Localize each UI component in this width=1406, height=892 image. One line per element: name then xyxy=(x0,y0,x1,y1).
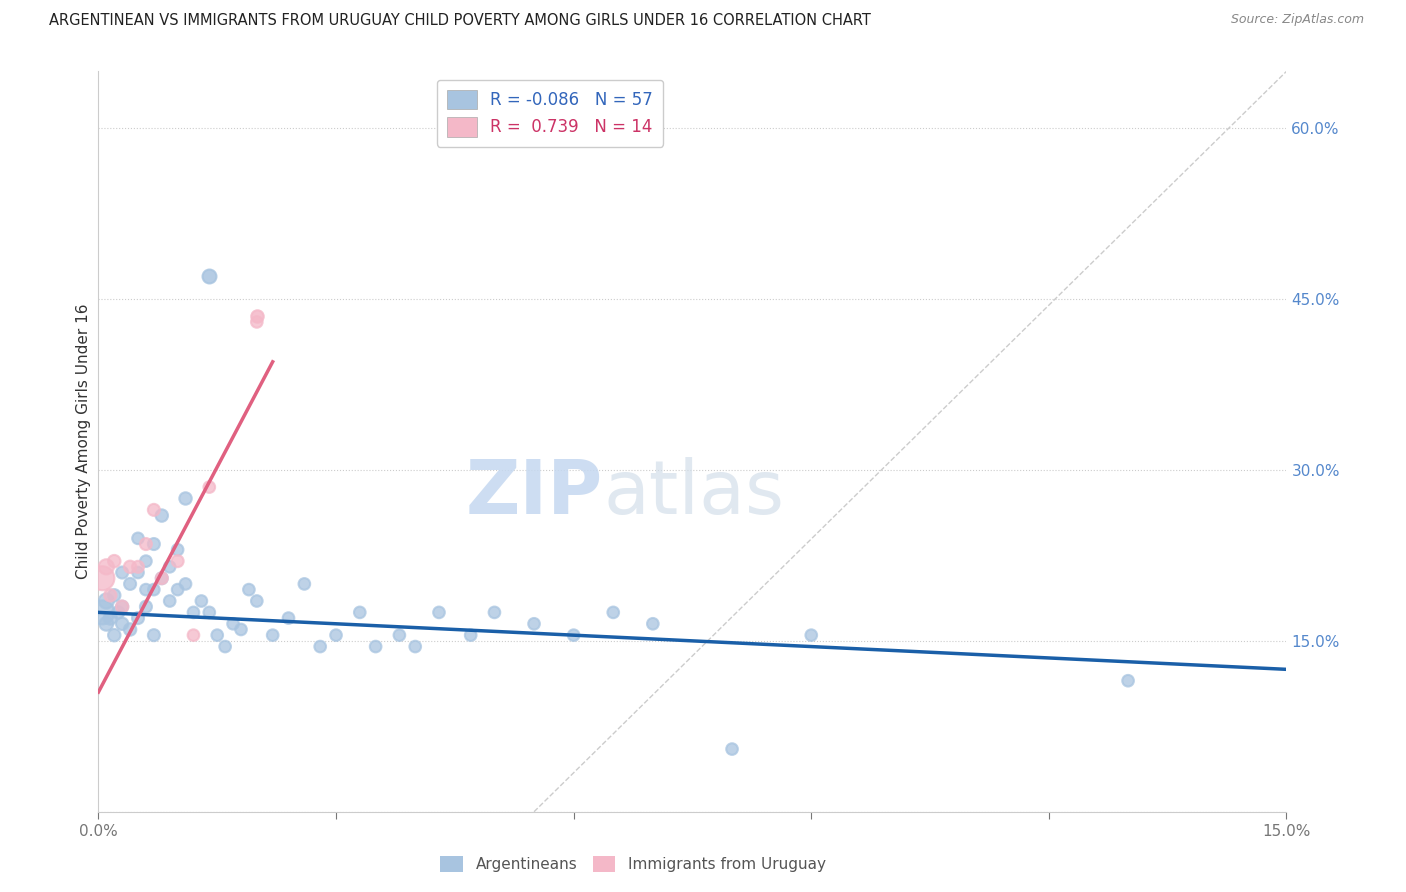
Point xyxy=(174,577,197,591)
Point xyxy=(142,582,165,597)
Point xyxy=(111,599,134,614)
Point xyxy=(127,559,149,574)
Point xyxy=(127,532,149,546)
Point xyxy=(214,640,236,654)
Point xyxy=(150,571,173,585)
Point xyxy=(198,269,221,284)
Point xyxy=(1116,673,1139,688)
Legend: Argentineans, Immigrants from Uruguay: Argentineans, Immigrants from Uruguay xyxy=(434,850,832,878)
Point xyxy=(523,616,546,631)
Point xyxy=(96,616,118,631)
Point xyxy=(562,628,585,642)
Point xyxy=(800,628,823,642)
Point xyxy=(166,582,188,597)
Point xyxy=(91,571,114,585)
Point xyxy=(103,554,125,568)
Point xyxy=(120,577,142,591)
Point xyxy=(111,616,134,631)
Point xyxy=(388,628,411,642)
Point xyxy=(111,599,134,614)
Point xyxy=(364,640,387,654)
Point xyxy=(641,616,664,631)
Point xyxy=(198,480,221,494)
Point xyxy=(309,640,332,654)
Point xyxy=(246,594,269,608)
Text: Source: ZipAtlas.com: Source: ZipAtlas.com xyxy=(1230,13,1364,27)
Point xyxy=(127,611,149,625)
Text: ZIP: ZIP xyxy=(467,457,603,530)
Point xyxy=(222,616,245,631)
Point xyxy=(602,606,624,620)
Point xyxy=(142,503,165,517)
Point xyxy=(107,606,129,620)
Point xyxy=(142,537,165,551)
Point xyxy=(246,310,269,324)
Point xyxy=(91,606,114,620)
Point xyxy=(166,542,188,557)
Point xyxy=(238,582,260,597)
Point xyxy=(427,606,450,620)
Point xyxy=(404,640,426,654)
Text: ARGENTINEAN VS IMMIGRANTS FROM URUGUAY CHILD POVERTY AMONG GIRLS UNDER 16 CORREL: ARGENTINEAN VS IMMIGRANTS FROM URUGUAY C… xyxy=(49,13,872,29)
Point xyxy=(103,628,125,642)
Point xyxy=(159,559,181,574)
Point xyxy=(96,559,118,574)
Point xyxy=(150,571,173,585)
Point xyxy=(159,594,181,608)
Point xyxy=(229,623,252,637)
Point xyxy=(292,577,315,591)
Point xyxy=(166,554,188,568)
Point xyxy=(262,628,284,642)
Point xyxy=(135,554,157,568)
Point xyxy=(721,742,744,756)
Point xyxy=(484,606,506,620)
Point xyxy=(111,566,134,580)
Point xyxy=(183,628,205,642)
Point xyxy=(198,606,221,620)
Point xyxy=(127,566,149,580)
Point xyxy=(277,611,299,625)
Point xyxy=(135,537,157,551)
Point xyxy=(98,611,121,625)
Point xyxy=(349,606,371,620)
Point xyxy=(325,628,347,642)
Point xyxy=(120,623,142,637)
Y-axis label: Child Poverty Among Girls Under 16: Child Poverty Among Girls Under 16 xyxy=(76,304,91,579)
Point xyxy=(183,606,205,620)
Point xyxy=(246,315,269,329)
Point xyxy=(142,628,165,642)
Point xyxy=(135,582,157,597)
Point xyxy=(120,559,142,574)
Point xyxy=(98,588,121,602)
Point xyxy=(150,508,173,523)
Point xyxy=(207,628,229,642)
Point xyxy=(174,491,197,506)
Point xyxy=(135,599,157,614)
Text: atlas: atlas xyxy=(603,457,785,530)
Point xyxy=(96,594,118,608)
Point xyxy=(190,594,212,608)
Point xyxy=(103,588,125,602)
Point xyxy=(460,628,482,642)
